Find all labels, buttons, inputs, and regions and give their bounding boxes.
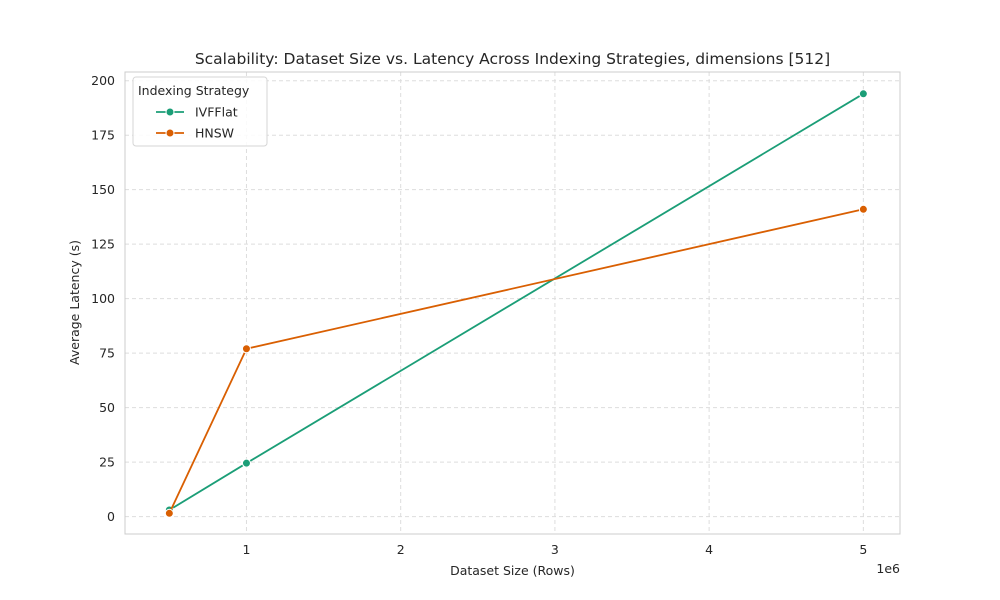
y-tick-label: 150 [91,182,115,197]
grid [125,72,900,534]
legend-marker [165,128,175,138]
series [164,89,868,518]
legend-marker [165,107,175,117]
data-point [241,458,251,468]
y-tick-label: 200 [91,73,115,88]
y-tick-label: 25 [99,455,115,470]
data-point [858,89,868,99]
legend-item-ivfflat: IVFFlat [156,105,238,120]
y-tick-label: 0 [107,509,115,524]
legend-item-hnsw: HNSW [156,126,234,141]
x-axis-label: Dataset Size (Rows) [450,563,575,578]
series-line [168,93,864,511]
legend-box [132,76,268,147]
data-point [241,344,251,354]
legend-label: IVFFlat [195,105,238,120]
legend-items: IVFFlat HNSW [156,105,238,141]
series-line [168,208,864,514]
x-tick-label: 5 [859,542,867,557]
x-tick-label: 4 [705,542,713,557]
y-tick-label: 100 [91,291,115,306]
y-tick-label: 75 [99,346,115,361]
y-tick-label: 125 [91,237,115,252]
data-point [858,204,868,214]
y-axis-label: Average Latency (s) [67,240,82,365]
x-tick-label: 2 [397,542,405,557]
series-hnsw [164,204,868,518]
legend: Indexing Strategy IVFFlat HNSW [132,76,268,147]
series-ivfflat [164,89,868,515]
x-axis-offset-label: 1e6 [876,561,900,576]
y-tick-label: 50 [99,400,115,415]
y-tick-label: 175 [91,128,115,143]
chart-title: Scalability: Dataset Size vs. Latency Ac… [195,50,830,68]
legend-title: Indexing Strategy [138,83,250,98]
legend-label: HNSW [195,126,234,141]
plot-frame [124,71,901,535]
data-point [164,508,174,518]
x-tick-label: 1 [242,542,250,557]
x-tick-label: 3 [551,542,559,557]
